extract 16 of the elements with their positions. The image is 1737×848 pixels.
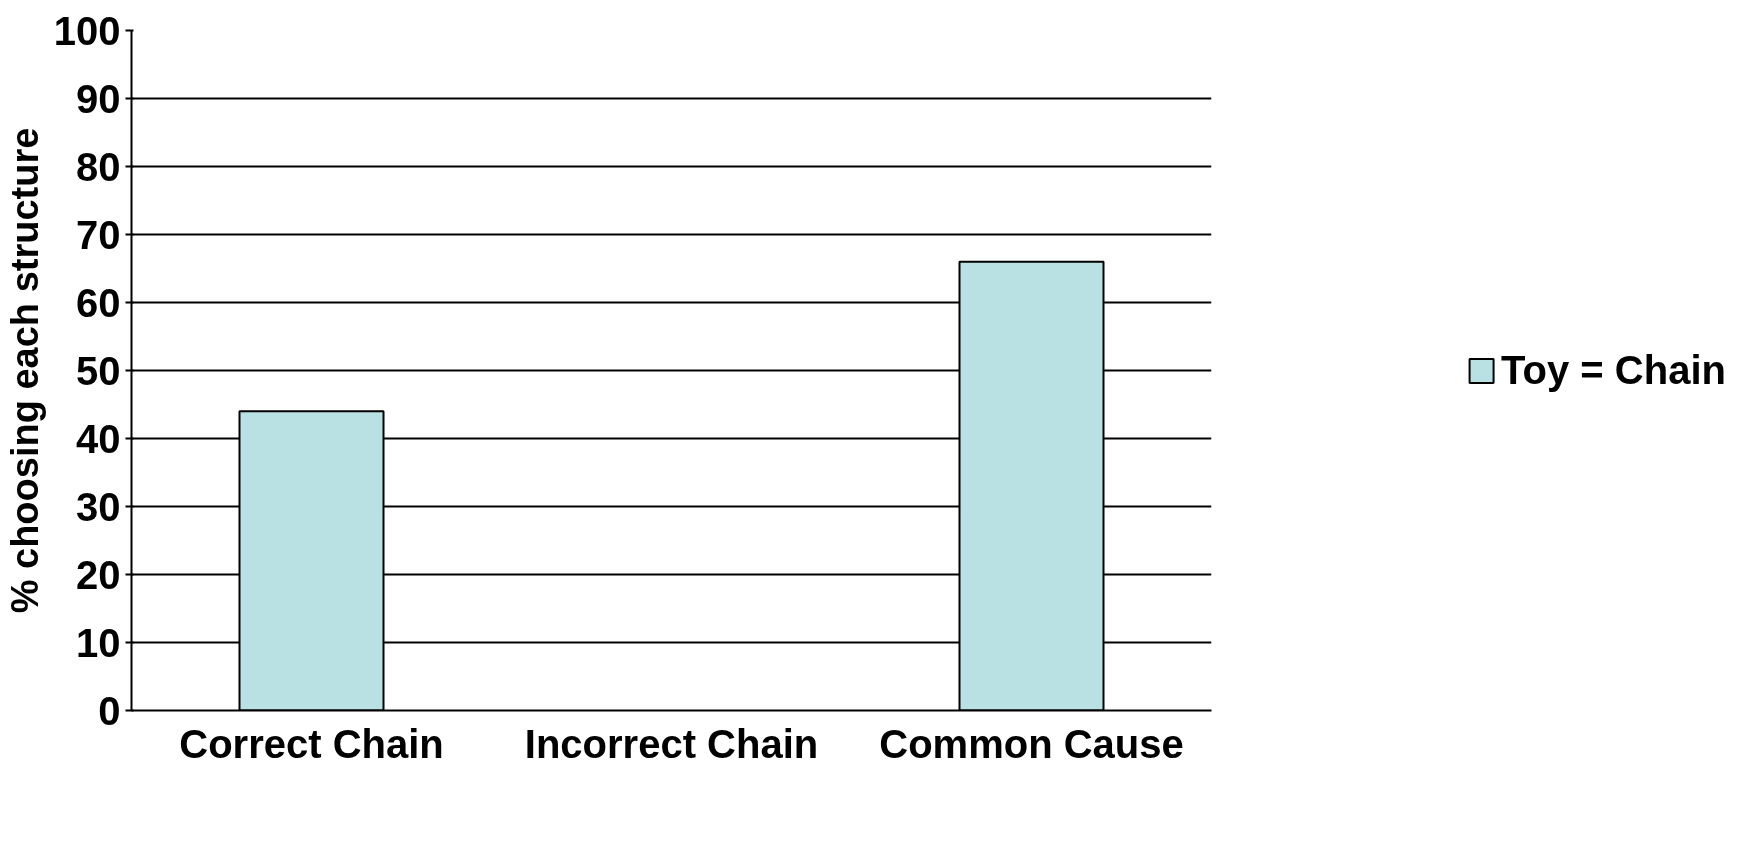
y-tick-label: 80 bbox=[76, 144, 121, 189]
y-tick-label: 20 bbox=[76, 552, 121, 597]
x-tick-label: Common Cause bbox=[879, 721, 1184, 766]
y-tick-label: 10 bbox=[76, 620, 121, 665]
y-tick-label: 100 bbox=[53, 8, 121, 53]
y-axis-title: % choosing each structure bbox=[3, 127, 46, 614]
y-tick-label: 70 bbox=[76, 212, 121, 257]
x-tick-label: Correct Chain bbox=[179, 721, 444, 766]
y-tick-label: 30 bbox=[76, 484, 121, 529]
legend-label: Toy = Chain bbox=[1501, 347, 1726, 393]
y-tick-label: 40 bbox=[76, 416, 121, 461]
x-tick-label: Incorrect Chain bbox=[524, 721, 819, 766]
y-tick-label: 0 bbox=[98, 688, 121, 733]
y-tick-label: 90 bbox=[76, 76, 121, 121]
y-tick-label: 60 bbox=[76, 280, 121, 325]
y-tick-label: 50 bbox=[76, 348, 121, 393]
